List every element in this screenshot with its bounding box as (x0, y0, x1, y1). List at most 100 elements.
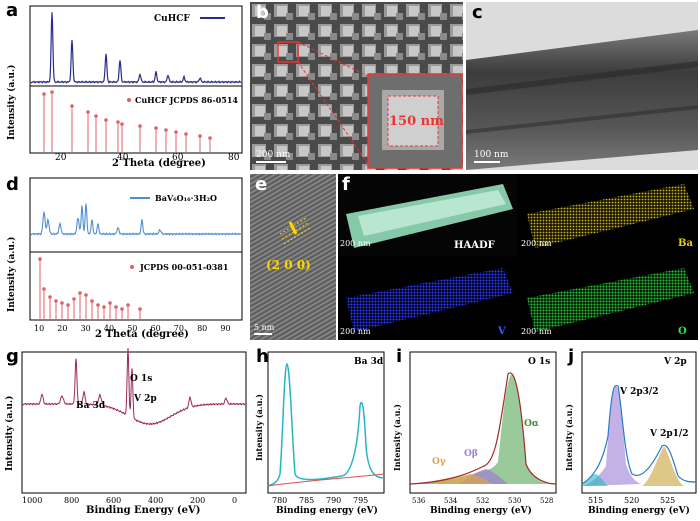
tick-label: 790 (326, 496, 341, 505)
x-axis-label: Binding Energy (eV) (86, 505, 200, 516)
scale-bar-label: 5 nm (254, 323, 275, 332)
scale-bar-label: 200 nm (340, 327, 371, 336)
legend-label: BaV₆O₁₆·3H₂O (155, 193, 217, 203)
tick-label: 60 (151, 324, 161, 333)
tick-label: 60 (172, 153, 184, 163)
panel-c: 100 nm c (466, 2, 698, 170)
panel-i: Oγ Oβ Oα O 1s Intensity (a.u.) Binding e… (388, 346, 560, 517)
xps-survey-chart: Binding Energy (eV) Intensity (a.u.) O 1… (4, 347, 247, 516)
x-axis-label: 2 Theta (degree) (112, 158, 206, 169)
spectrum-title: Ba 3d (354, 357, 384, 367)
panel-label: g (6, 346, 19, 367)
x-axis-label: 2 Theta (degree) (95, 329, 189, 340)
map-label: HAADF (454, 240, 495, 251)
x-axis-label: Binding energy (eV) (588, 505, 690, 516)
y-axis-label: Intensity (a.u.) (6, 237, 17, 312)
tick-label: 80 (197, 324, 207, 333)
tem-image: 100 nm (466, 2, 698, 170)
scale-bar-label: 200 nm (340, 239, 371, 248)
xps-v2p-chart: V 2p3/2 V 2p1/2 V 2p Intensity (a.u.) Bi… (564, 351, 697, 516)
sem-image: 150 nm 200 nm (250, 2, 463, 170)
component-label: Oα (524, 419, 539, 429)
tick-label: 20 (57, 324, 67, 333)
tick-label: 90 (220, 324, 230, 333)
scale-bar-label: 200 nm (521, 327, 552, 336)
component-label: Oβ (464, 449, 478, 459)
map-label: Ba (678, 238, 693, 249)
tick-label: 795 (353, 496, 368, 505)
tick-label: 534 (444, 497, 458, 505)
map-label: O (678, 326, 687, 337)
panel-g: Binding Energy (eV) Intensity (a.u.) O 1… (0, 346, 252, 517)
spectrum-title: V 2p (663, 357, 687, 367)
panel-label: f (342, 174, 350, 195)
tick-label: 400 (148, 496, 163, 505)
tick-label: 780 (272, 496, 287, 505)
x-axis-label: Binding energy (eV) (430, 505, 532, 516)
peak-annotation: V 2p1/2 (649, 429, 688, 439)
legend-label: JCPDS 00-051-0381 (139, 262, 228, 272)
tick-label: 70 (174, 324, 184, 333)
scale-bar-label: 200 nm (521, 239, 552, 248)
inset-scale-label: 150 nm (389, 114, 444, 129)
lattice-plane-label: (2 0 0) (266, 258, 311, 272)
panel-h: Intensity (a.u.) Binding energy (eV) Ba … (254, 346, 386, 517)
panel-label: i (396, 346, 403, 367)
tick-label: 10 (34, 324, 44, 333)
tick-label: 30 (81, 324, 91, 333)
xps-o1s-chart: Oγ Oβ Oα O 1s Intensity (a.u.) Binding e… (392, 351, 557, 516)
legend-label: CuHCF (154, 14, 190, 24)
panel-label: e (255, 174, 268, 195)
y-axis-label: Intensity (a.u.) (6, 65, 17, 140)
panel-j: V 2p3/2 V 2p1/2 V 2p Intensity (a.u.) Bi… (562, 346, 700, 517)
spectrum-title: O 1s (528, 357, 550, 367)
y-axis-label: Intensity (a.u.) (392, 404, 402, 471)
y-axis-label: Intensity (a.u.) (564, 404, 574, 471)
tick-label: 528 (540, 497, 553, 505)
panel-label: j (568, 346, 575, 367)
legend-label: CuHCF JCPDS 86-0514 (135, 95, 238, 105)
x-axis-label: Binding energy (eV) (276, 505, 378, 516)
panel-label: a (6, 0, 19, 21)
tick-label: 20 (55, 153, 67, 163)
panel-label: b (256, 2, 269, 23)
tick-label: 525 (660, 496, 675, 505)
y-axis-label: Intensity (a.u.) (254, 394, 264, 461)
panel-b: 150 nm 200 nm b (250, 2, 463, 170)
tick-label: 200 (190, 496, 205, 505)
panel-e: (2 0 0) 5 nm e (250, 174, 336, 340)
peak-annotation: V 2p (133, 394, 157, 404)
tick-label: 0 (232, 496, 237, 505)
tick-label: 800 (64, 496, 79, 505)
tick-label: 536 (412, 497, 426, 505)
panel-d: BaV₆O₁₆·3H₂O JCPDS 00-051-0381 2 Theta (… (0, 174, 248, 342)
tick-label: 80 (228, 153, 240, 163)
panel-label: h (256, 346, 269, 367)
scale-bar-label: 200 nm (256, 150, 291, 160)
peak-annotation: O 1s (130, 374, 152, 384)
panel-f: 200 nm HAADF 200 nm Ba 200 nm V 200 nm O… (338, 174, 698, 340)
tick-label: 1000 (22, 496, 42, 505)
peak-annotation: Ba 3d (76, 401, 106, 411)
tick-label: 530 (508, 497, 521, 505)
scale-bar-label: 100 nm (474, 150, 509, 160)
xrd-cuhcf-chart: 2 Theta (degree) Intensity (a.u.) 20 40 … (6, 5, 243, 169)
panel-label: d (6, 174, 19, 195)
tick-label: 40 (104, 324, 114, 333)
tick-label: 600 (106, 496, 121, 505)
y-axis-label: Intensity (a.u.) (4, 396, 15, 471)
eds-maps: 200 nm HAADF 200 nm Ba 200 nm V 200 nm O (338, 174, 698, 340)
panel-label: c (472, 2, 483, 23)
tick-label: 40 (117, 153, 129, 163)
component-label: Oγ (432, 457, 446, 467)
xps-ba3d-chart: Intensity (a.u.) Binding energy (eV) Ba … (254, 351, 385, 516)
panel-a: 2 Theta (degree) Intensity (a.u.) 20 40 … (0, 0, 248, 172)
tick-label: 515 (588, 496, 603, 505)
tick-label: 520 (624, 496, 639, 505)
hrtem-image: (2 0 0) 5 nm (250, 174, 336, 340)
tick-label: 785 (299, 496, 314, 505)
peak-annotation: V 2p3/2 (619, 387, 658, 397)
tick-label: 50 (127, 324, 137, 333)
map-label: V (497, 326, 506, 337)
xrd-bvo-chart: BaV₆O₁₆·3H₂O JCPDS 00-051-0381 2 Theta (… (6, 177, 243, 340)
